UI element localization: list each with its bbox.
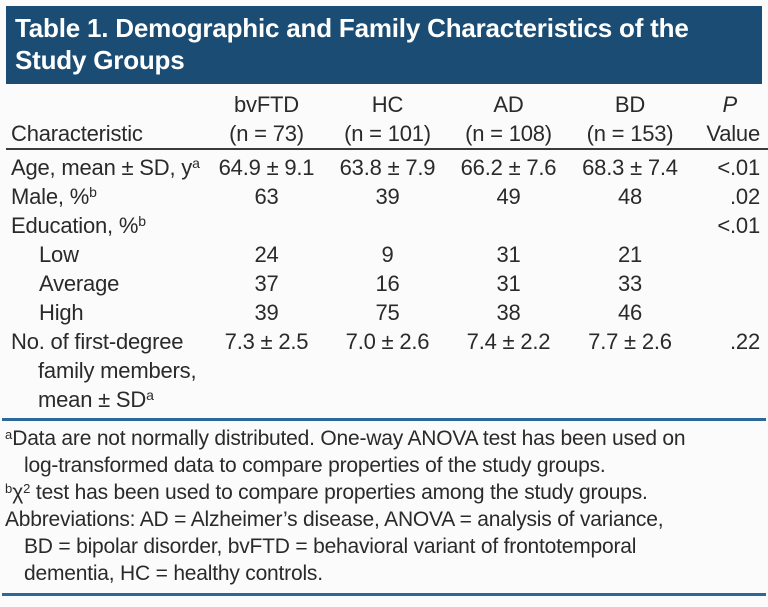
row-label: Education, %b — [11, 213, 147, 238]
cell-hc: 7.0 ± 2.6 — [345, 329, 430, 354]
cell-bd: 33 — [617, 271, 643, 296]
col-header-characteristic: Characteristic — [6, 84, 206, 150]
abbreviations-line-1: Abbreviations: AD = Alzheimer’s disease,… — [5, 508, 664, 531]
table-row-age: Age, mean ± SD, ya 64.9 ± 9.1 63.8 ± 7.9… — [6, 149, 768, 182]
col-header-ad: AD (n = 108) — [448, 84, 569, 150]
cell-bd: 46 — [617, 300, 643, 325]
group-name: AD — [493, 92, 524, 117]
col-header-hc: HC (n = 101) — [327, 84, 448, 150]
row-label-line: mean ± SDa — [38, 387, 154, 412]
cell-bd: 21 — [617, 242, 643, 267]
cell-ad: 31 — [496, 271, 521, 296]
row-label-cell: Low — [6, 240, 206, 269]
group-n: (n = 101) — [344, 121, 431, 146]
cell-ad: 31 — [496, 242, 521, 267]
table-row-family-members: No. of first-degree family members, mean… — [6, 327, 768, 414]
row-label-cell: Male, %b — [6, 182, 206, 211]
cell-hc: 75 — [375, 300, 400, 325]
footnote-a-line-2: log-transformed data to compare properti… — [24, 454, 606, 477]
cell-p-value: .22 — [730, 329, 760, 354]
footnote-a-line-1: aData are not normally distributed. One-… — [5, 427, 686, 450]
cell-bvftd: 39 — [254, 300, 279, 325]
footnote-marker: a — [146, 387, 154, 403]
cell-ad: 7.4 ± 2.2 — [466, 329, 551, 354]
chi-exponent: 2 — [23, 481, 31, 496]
row-label-cell: High — [6, 298, 206, 327]
cell-hc — [327, 211, 448, 240]
cell-bd: 48 — [617, 184, 643, 209]
footnote-marker: a — [192, 155, 200, 171]
cell-p-value — [691, 298, 768, 327]
col-header-bvftd: bvFTD (n = 73) — [206, 84, 327, 150]
col-header-label: Characteristic — [11, 121, 143, 146]
row-label: Age, mean ± SD, ya — [11, 155, 200, 180]
row-label: High — [39, 300, 84, 325]
header-row: Characteristic bvFTD (n = 73) HC (n = 10… — [6, 84, 768, 150]
table-row-education-high: High 39 75 38 46 — [6, 298, 768, 327]
table-row-education-low: Low 24 9 31 21 — [6, 240, 768, 269]
cell-bvftd: 37 — [254, 271, 279, 296]
table-row-education-average: Average 37 16 31 33 — [6, 269, 768, 298]
abbreviations-line-2: BD = bipolar disorder, bvFTD = behaviora… — [24, 535, 637, 558]
table-title-line-2: Study Groups — [15, 45, 185, 75]
divider-rule-top — [2, 418, 766, 421]
footnote-marker: a — [5, 427, 13, 442]
group-name: HC — [371, 92, 404, 117]
cell-p-value: <.01 — [717, 155, 760, 180]
cell-bd: 68.3 ± 7.4 — [582, 155, 678, 180]
footnote-marker: b — [89, 184, 97, 200]
row-label: Male, %b — [11, 184, 97, 209]
table-1-figure: Table 1. Demographic and Family Characte… — [0, 6, 768, 607]
col-header-p-value: P Value — [691, 84, 768, 150]
cell-ad — [448, 211, 569, 240]
divider-rule-bottom — [2, 593, 766, 596]
row-label-line: family members, — [38, 358, 197, 383]
cell-bd: 7.7 ± 2.6 — [588, 329, 672, 354]
cell-p-value — [691, 240, 768, 269]
cell-ad: 49 — [496, 184, 521, 209]
group-n: (n = 73) — [229, 121, 304, 146]
cell-bvftd: 63 — [254, 184, 279, 209]
p-symbol: P — [722, 92, 738, 117]
row-label-cell: Average — [6, 269, 206, 298]
row-label: Low — [39, 242, 79, 267]
row-label-line: No. of first-degree — [11, 329, 184, 354]
cell-p-value: .02 — [730, 184, 760, 209]
p-value-label: Value — [706, 121, 760, 146]
table-row-education: Education, %b <.01 — [6, 211, 768, 240]
abbreviations-line-3: dementia, HC = healthy controls. — [24, 562, 323, 585]
row-label-cell: Age, mean ± SD, ya — [6, 149, 206, 182]
col-header-bd: BD (n = 153) — [569, 84, 691, 150]
cell-bvftd: 24 — [254, 242, 279, 267]
cell-p-value: <.01 — [717, 213, 760, 238]
row-label: Average — [39, 271, 120, 296]
cell-bvftd — [206, 211, 327, 240]
cell-ad: 66.2 ± 7.6 — [460, 155, 557, 180]
cell-hc: 39 — [375, 184, 400, 209]
row-label-cell: No. of first-degree family members, mean… — [6, 327, 206, 414]
table-title-banner: Table 1. Demographic and Family Characte… — [6, 6, 762, 84]
group-name: bvFTD — [233, 92, 299, 117]
row-label-cell: Education, %b — [6, 211, 206, 240]
cell-bvftd: 64.9 ± 9.1 — [218, 155, 315, 180]
footnote-b-line: bχ2 test has been used to compare proper… — [5, 481, 648, 504]
cell-p-value — [691, 269, 768, 298]
footnote-marker: b — [138, 213, 147, 229]
footnote-marker: b — [5, 481, 13, 496]
chi-symbol: χ — [12, 481, 24, 504]
table-title-line-1: Table 1. Demographic and Family Characte… — [15, 13, 689, 43]
cell-hc: 63.8 ± 7.9 — [339, 155, 436, 180]
cell-hc: 9 — [381, 242, 394, 267]
group-name: BD — [614, 92, 646, 117]
cell-bvftd: 7.3 ± 2.5 — [224, 329, 309, 354]
col-header-spacer — [11, 90, 206, 119]
group-n: (n = 153) — [586, 121, 674, 146]
table-row-male: Male, %b 63 39 49 48 .02 — [6, 182, 768, 211]
cell-ad: 38 — [496, 300, 521, 325]
cell-bd — [569, 211, 691, 240]
demographics-table: Characteristic bvFTD (n = 73) HC (n = 10… — [6, 84, 768, 414]
group-n: (n = 108) — [465, 121, 552, 146]
footnotes-block: aData are not normally distributed. One-… — [5, 425, 763, 587]
cell-hc: 16 — [375, 271, 400, 296]
